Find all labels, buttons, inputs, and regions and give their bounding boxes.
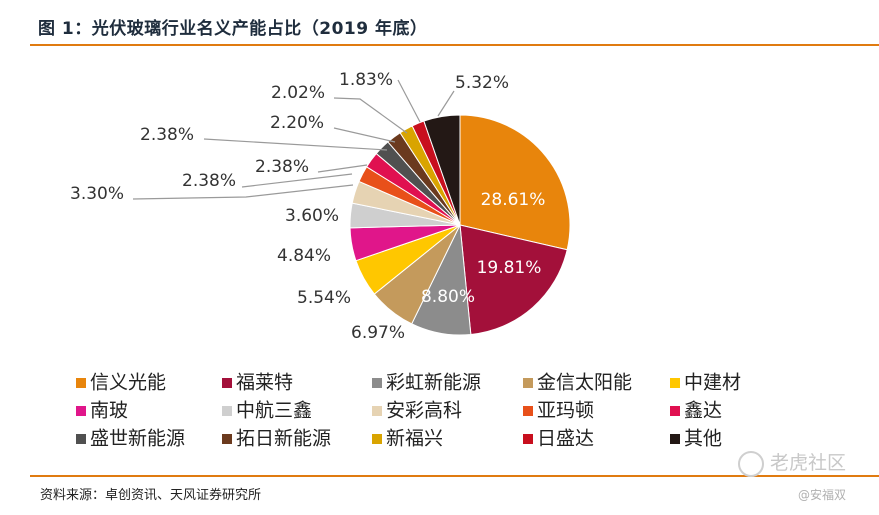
pie-outer-labels: 6.97%5.54% 4.84% 3.60% 3.30% 2.38% 2.38% 2.38%… <box>70 70 509 343</box>
legend-label-5: 中建材 <box>684 372 741 394</box>
legend-swatch-9 <box>523 406 533 416</box>
slice-15-data-label: 5.32% <box>455 73 509 93</box>
slice-9-leader-line <box>241 173 353 188</box>
slice-12-data-label: 2.20% <box>270 113 324 133</box>
legend-label-13: 新福兴 <box>386 428 443 450</box>
legend-swatch-10 <box>670 406 680 416</box>
legend-swatch-5 <box>670 378 680 388</box>
slice-15-leader-line <box>437 90 455 117</box>
legend-label-3: 彩虹新能源 <box>386 372 481 394</box>
legend-label-2: 福莱特 <box>236 372 293 394</box>
slice-13-leader-line <box>333 97 408 134</box>
slice-2-wedge <box>459 224 568 336</box>
slice-13-data-label: 2.02% <box>271 83 325 103</box>
slice-14-leader-line <box>397 79 421 123</box>
slice-6-data-label: 4.84% <box>277 246 331 266</box>
legend-label-9: 亚玛顿 <box>537 400 594 422</box>
legend-swatch-12 <box>222 434 232 444</box>
slice-10-leader-line <box>317 164 368 173</box>
legend-label-11: 盛世新能源 <box>90 428 185 450</box>
source-note: 资料来源：卓创资讯、天风证券研究所 <box>40 488 262 503</box>
legend-label-10: 鑫达 <box>684 400 722 422</box>
legend-swatch-1 <box>76 378 86 388</box>
legend-label-4: 金信太阳能 <box>537 372 632 394</box>
pie-chart: 28.61% 19.81%8.80% 6.97%5.54% 4.84% 3.60% 3.… <box>70 70 741 450</box>
watermark-text: 老虎社区 <box>770 452 847 474</box>
legend-swatch-4 <box>523 378 533 388</box>
legend-label-8: 安彩高科 <box>386 400 462 422</box>
pie-slices <box>349 114 571 336</box>
slice-4-data-label: 6.97% <box>351 323 405 343</box>
legend-label-12: 拓日新能源 <box>236 428 331 450</box>
pie-leader-lines <box>132 79 455 200</box>
slice-7-data-label: 3.60% <box>285 206 339 226</box>
watermark-logo-icon <box>738 450 764 477</box>
legend-swatch-8 <box>372 406 382 416</box>
slice-9-data-label: 2.38% <box>182 171 236 191</box>
legend-swatch-3 <box>372 378 382 388</box>
bottom-rule <box>30 475 879 477</box>
slice-1-wedge <box>459 114 571 251</box>
slice-11-leader-line <box>203 138 388 151</box>
slice-5-data-label: 5.54% <box>297 288 351 308</box>
legend-swatch-6 <box>76 406 86 416</box>
title-bar: 图 1：光伏玻璃行业名义产能占比（2019 年底） <box>0 0 879 44</box>
slice-1-data-label: 28.61% <box>481 190 546 210</box>
legend-label-15: 其他 <box>684 428 722 450</box>
legend-swatch-11 <box>76 434 86 444</box>
chart-title: 图 1：光伏玻璃行业名义产能占比（2019 年底） <box>38 19 428 39</box>
author-credit: @安福双 <box>798 488 847 502</box>
legend-label-14: 日盛达 <box>537 428 594 450</box>
legend-swatch-7 <box>222 406 232 416</box>
legend-label-6: 南玻 <box>90 400 128 422</box>
slice-8-data-label: 3.30% <box>70 184 124 204</box>
slice-14-data-label: 1.83% <box>339 70 393 90</box>
legend-label-1: 信义光能 <box>90 372 166 394</box>
slice-2-data-label: 19.81% <box>477 258 542 278</box>
slice-11-data-label: 2.38% <box>140 125 194 145</box>
legend-label-7: 中航三鑫 <box>236 400 312 422</box>
top-rule <box>30 44 879 46</box>
slice-8-leader-line <box>132 184 354 200</box>
slice-3-data-label: 8.80% <box>421 287 475 307</box>
legend-swatch-13 <box>372 434 382 444</box>
slice-15-wedge <box>423 114 461 226</box>
watermark: 老虎社区 <box>738 448 846 477</box>
legend-swatch-14 <box>523 434 533 444</box>
legend-swatch-15 <box>670 434 680 444</box>
slice-10-data-label: 2.38% <box>255 157 309 177</box>
legend-swatch-2 <box>222 378 232 388</box>
slice-12-leader-line <box>333 127 396 143</box>
pie-inner-labels: 28.61% 19.81%8.80% <box>421 190 545 307</box>
